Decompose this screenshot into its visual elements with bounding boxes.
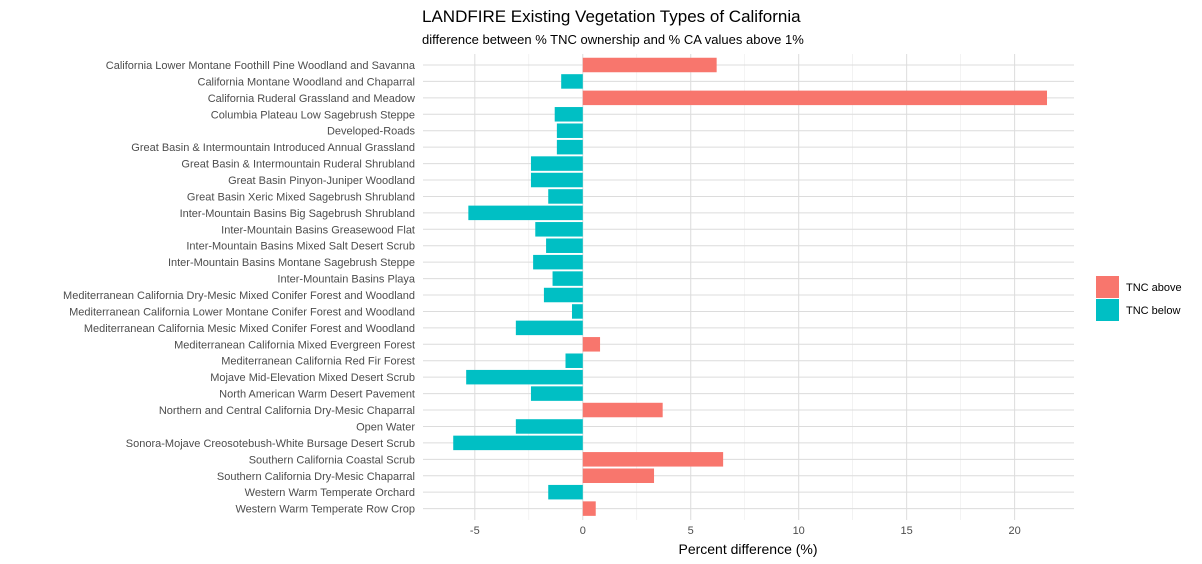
- bar: [515, 419, 583, 434]
- category-label: Inter-Mountain Basins Big Sagebrush Shru…: [180, 208, 415, 220]
- category-label: Mediterranean California Dry-Mesic Mixed…: [63, 290, 415, 302]
- bar: [546, 238, 583, 253]
- bar: [556, 139, 583, 155]
- bar: [582, 337, 601, 352]
- category-label: Western Warm Temperate Orchard: [245, 487, 415, 499]
- chart-subtitle: difference between % TNC ownership and %…: [422, 32, 804, 47]
- bar: [530, 156, 583, 171]
- category-label: Northern and Central California Dry-Mesi…: [159, 405, 415, 417]
- category-label: California Lower Montane Foothill Pine W…: [106, 60, 416, 72]
- x-tick-label: 0: [580, 525, 586, 537]
- bar: [571, 304, 583, 319]
- grid-lines: [423, 54, 1074, 520]
- bar: [548, 484, 583, 500]
- category-label: Mojave Mid-Elevation Mixed Desert Scrub: [210, 372, 415, 384]
- bar: [565, 353, 583, 368]
- category-label: Columbia Plateau Low Sagebrush Steppe: [211, 109, 415, 121]
- bar: [543, 287, 583, 303]
- legend-label: TNC below: [1126, 305, 1180, 317]
- category-label: Mediterranean California Red Fir Forest: [221, 356, 415, 368]
- legend-label: TNC above: [1126, 282, 1182, 294]
- bar: [582, 90, 1048, 106]
- category-label: Western Warm Temperate Row Crop: [235, 504, 415, 516]
- category-label: Great Basin Xeric Mixed Sagebrush Shrubl…: [187, 191, 415, 203]
- category-label: Developed-Roads: [327, 126, 416, 138]
- x-tick-label: 20: [1008, 525, 1020, 537]
- category-label: Inter-Mountain Basins Mixed Salt Desert …: [186, 241, 415, 253]
- legend: TNC above TNC below: [1096, 276, 1182, 321]
- x-tick-label: 5: [688, 525, 694, 537]
- legend-swatch: [1096, 276, 1119, 298]
- category-labels: California Lower Montane Foothill Pine W…: [63, 60, 416, 516]
- bar: [582, 452, 724, 467]
- legend-swatch: [1096, 299, 1119, 321]
- bar: [552, 271, 583, 286]
- x-tick-label: 15: [901, 525, 913, 537]
- category-label: Sonora-Mojave Creosotebush-White Bursage…: [126, 438, 415, 450]
- bar: [453, 435, 583, 451]
- bar: [530, 172, 583, 188]
- category-label: Mediterranean California Mixed Evergreen…: [174, 339, 415, 351]
- bar: [582, 402, 663, 418]
- category-label: Southern California Dry-Mesic Chaparral: [217, 471, 415, 483]
- bar: [548, 189, 583, 204]
- bar: [530, 386, 583, 401]
- category-label: Great Basin Pinyon-Juniper Woodland: [228, 175, 415, 187]
- bar: [582, 501, 596, 516]
- bar: [515, 320, 583, 336]
- bars: [453, 57, 1048, 516]
- x-tick-label: -5: [470, 525, 480, 537]
- bar: [556, 123, 583, 138]
- chart-title: LANDFIRE Existing Vegetation Types of Ca…: [422, 7, 801, 26]
- category-label: North American Warm Desert Pavement: [219, 389, 415, 401]
- bar: [466, 369, 583, 385]
- bar: [582, 57, 717, 73]
- bar: [582, 468, 655, 483]
- category-label: Open Water: [356, 421, 415, 433]
- category-label: Great Basin & Intermountain Ruderal Shru…: [181, 159, 415, 171]
- x-tick-label: 10: [793, 525, 805, 537]
- bar: [468, 205, 583, 221]
- category-label: Mediterranean California Mesic Mixed Con…: [84, 323, 415, 335]
- category-label: Mediterranean California Lower Montane C…: [69, 306, 415, 318]
- category-label: California Montane Woodland and Chaparra…: [198, 76, 416, 88]
- category-label: California Ruderal Grassland and Meadow: [208, 93, 415, 105]
- bar: [535, 222, 583, 237]
- bar: [533, 254, 583, 270]
- x-tick-labels: -5 0 5 10 15 20: [470, 525, 1021, 537]
- category-label: Inter-Mountain Basins Greasewood Flat: [221, 224, 415, 236]
- category-label: Inter-Mountain Basins Playa: [277, 274, 415, 286]
- bar: [554, 107, 583, 122]
- category-label: Great Basin & Intermountain Introduced A…: [131, 142, 415, 154]
- x-axis-title: Percent difference (%): [678, 541, 817, 557]
- category-label: Southern California Coastal Scrub: [249, 454, 415, 466]
- category-label: Inter-Mountain Basins Montane Sagebrush …: [168, 257, 415, 269]
- bar: [561, 74, 583, 89]
